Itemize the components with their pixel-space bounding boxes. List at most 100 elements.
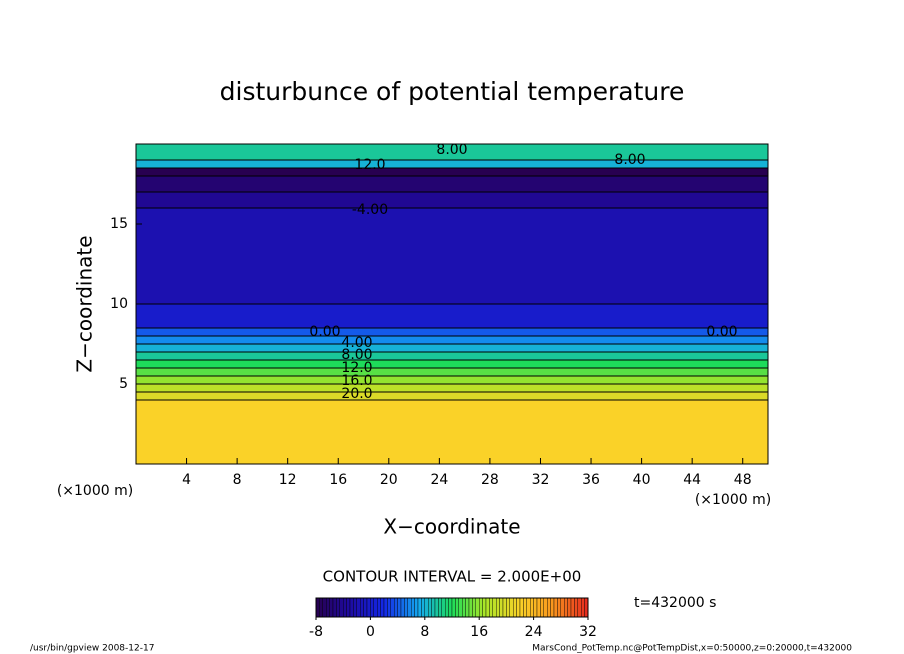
- colorbar-tick-label: -8: [309, 624, 323, 640]
- field-band: [136, 160, 768, 168]
- colorbar-cell: [424, 597, 429, 618]
- colorbar-cell: [356, 597, 361, 618]
- field-band: [136, 368, 768, 376]
- contour-label: 12.0: [341, 360, 372, 376]
- contour-label: 4.00: [341, 335, 372, 351]
- colorbar-cell: [523, 597, 528, 618]
- colorbar-tick-label: 8: [420, 624, 429, 640]
- x-axis-label: X−coordinate: [383, 515, 520, 539]
- colorbar-cell: [557, 597, 562, 618]
- colorbar-cell: [516, 597, 521, 618]
- colorbar-cell: [360, 597, 364, 618]
- colorbar-cell: [567, 597, 572, 618]
- colorbar-cell: [581, 597, 585, 618]
- y-tick-label: 15: [110, 216, 128, 232]
- colorbar-cell: [584, 597, 589, 618]
- colorbar-cell: [472, 597, 476, 618]
- colorbar-cell: [547, 597, 551, 618]
- colorbar-cell: [482, 597, 487, 618]
- colorbar-cell: [400, 597, 405, 618]
- colorbar-cell: [431, 597, 436, 618]
- colorbar-cell: [353, 597, 357, 618]
- colorbar-cell: [315, 597, 320, 618]
- colorbar-cell: [513, 597, 517, 618]
- contour-label: 8.00: [436, 142, 467, 158]
- contour-label: 8.00: [614, 152, 645, 168]
- colorbar-cell: [526, 597, 531, 618]
- x-tick-label: 36: [582, 472, 600, 488]
- field-band: [136, 304, 768, 328]
- colorbar-cell: [543, 597, 548, 618]
- contour-label: 20.0: [341, 386, 372, 402]
- y-tick-label: 5: [119, 376, 128, 392]
- field-band: [136, 344, 768, 352]
- colorbar-cell: [411, 597, 415, 618]
- colorbar-cell: [383, 597, 388, 618]
- colorbar-cell: [346, 597, 351, 618]
- x-tick-label: 48: [734, 472, 752, 488]
- contour-interval: CONTOUR INTERVAL = 2.000E+00: [323, 568, 582, 586]
- colorbar-cell: [370, 597, 374, 618]
- plot-area: [136, 144, 768, 464]
- colorbar-cell: [319, 597, 323, 618]
- colorbar-cell: [574, 597, 579, 618]
- x-tick-label: 32: [532, 472, 550, 488]
- colorbar-tick-label: 32: [579, 624, 597, 640]
- colorbar-tick-label: 16: [470, 624, 488, 640]
- colorbar-cell: [475, 597, 480, 618]
- x-tick-label: 44: [683, 472, 701, 488]
- field-band: [136, 144, 768, 160]
- colorbar-cell: [519, 597, 524, 618]
- colorbar-cell: [445, 597, 449, 618]
- contour-label: 12.0: [354, 157, 385, 173]
- colorbar-cell: [417, 597, 422, 618]
- colorbar-cell: [363, 597, 368, 618]
- field-band: [136, 392, 768, 400]
- colorbar-cell: [492, 597, 497, 618]
- colorbar-cell: [451, 597, 456, 618]
- colorbar-cell: [332, 597, 337, 618]
- colorbar-tick-label: 24: [525, 624, 543, 640]
- colorbar-cell: [560, 597, 565, 618]
- colorbar-cell: [465, 597, 470, 618]
- colorbar-cell: [458, 597, 463, 618]
- colorbar-tick-label: 0: [366, 624, 375, 640]
- chart-title: disturbunce of potential temperature: [220, 77, 685, 106]
- colorbar-cell: [540, 597, 545, 618]
- contour-label: -4.00: [352, 202, 388, 218]
- colorbar-cell: [404, 597, 408, 618]
- colorbar-cell: [489, 597, 493, 618]
- field-band: [136, 176, 768, 192]
- colorbar-cell: [448, 597, 453, 618]
- time-label: t=432000 s: [634, 595, 716, 611]
- contour-label: 8.00: [341, 347, 372, 363]
- y-axis-label: Z−coordinate: [73, 235, 97, 372]
- colorbar-cell: [553, 597, 558, 618]
- colorbar-cell: [373, 597, 378, 618]
- colorbar-cell: [509, 597, 514, 618]
- colorbar-cell: [387, 597, 391, 618]
- colorbar-cell: [438, 597, 442, 618]
- x-tick-label: 12: [279, 472, 297, 488]
- colorbar-cell: [390, 597, 395, 618]
- x-tick-label: 24: [430, 472, 448, 488]
- colorbar-cell: [434, 597, 439, 618]
- colorbar-cell: [570, 597, 575, 618]
- colorbar-cell: [394, 597, 398, 618]
- colorbar-cell: [414, 597, 419, 618]
- field-band: [136, 352, 768, 360]
- field-band: [136, 400, 768, 464]
- colorbar-frame: [315, 597, 589, 618]
- colorbar-cell: [468, 597, 473, 618]
- colorbar-cell: [506, 597, 510, 618]
- colorbar-cell: [377, 597, 381, 618]
- colorbar-cell: [380, 597, 385, 618]
- colorbar-cell: [366, 597, 371, 618]
- x-tick-label: 28: [481, 472, 499, 488]
- colorbar-cell: [564, 597, 568, 618]
- colorbar-cell: [421, 597, 425, 618]
- y-unit: (×1000 m): [57, 483, 133, 499]
- colorbar-cell: [428, 597, 432, 618]
- colorbar-cell: [349, 597, 354, 618]
